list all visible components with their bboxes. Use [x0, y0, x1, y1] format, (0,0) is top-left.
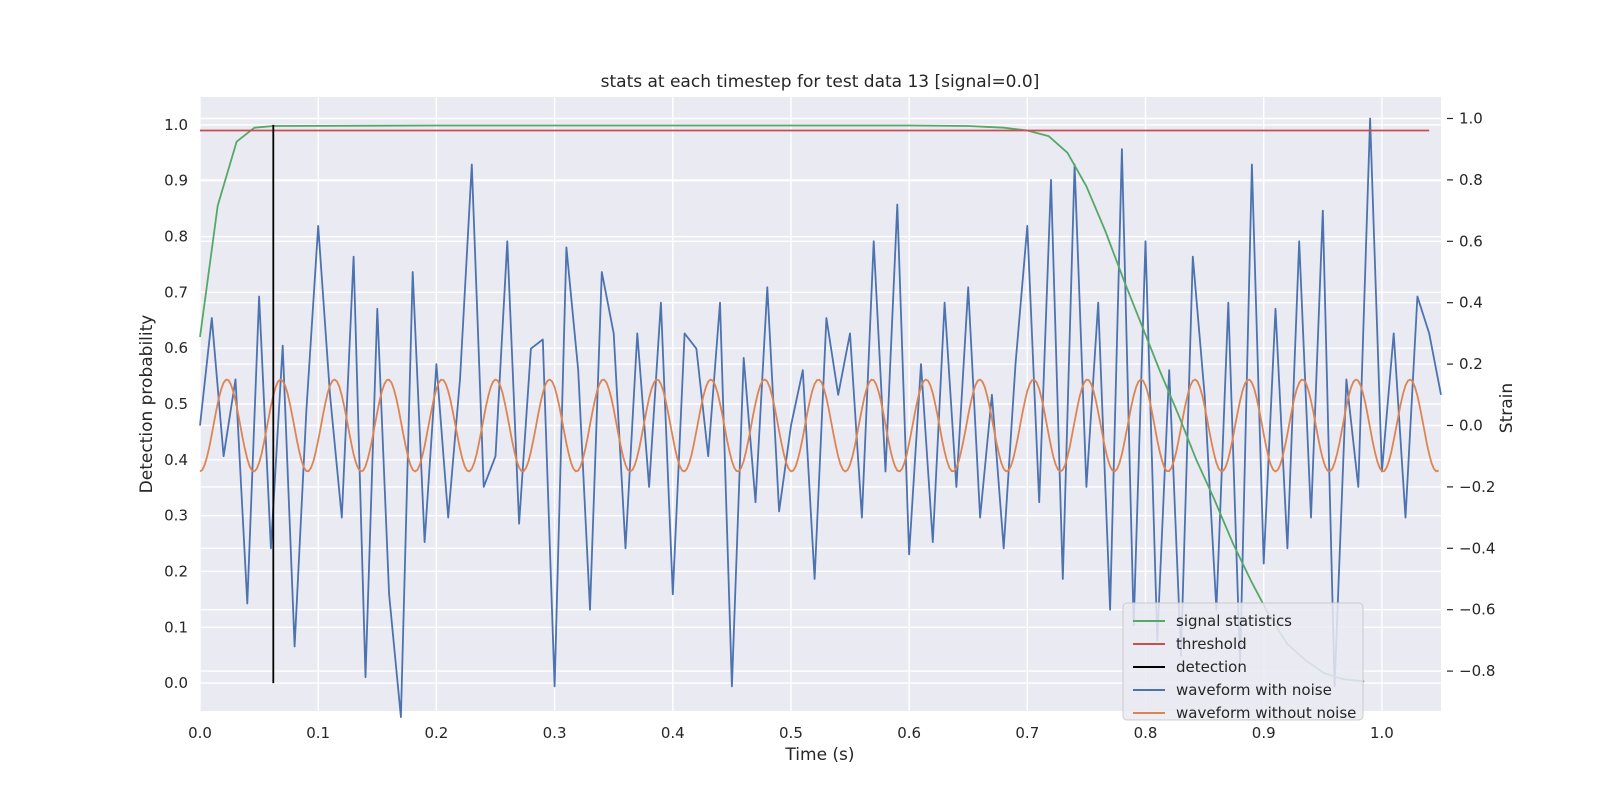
x-axis-label: Time (s) — [784, 745, 854, 765]
left-tick-label: 0.1 — [164, 618, 188, 636]
right-tick-label: 0.6 — [1459, 232, 1483, 250]
chart-title: stats at each timestep for test data 13 … — [601, 72, 1040, 92]
right-tick-label: −0.8 — [1459, 662, 1495, 680]
x-axis-ticks: 0.0 0.1 0.2 0.3 0.4 0.5 0.6 0.7 0.8 0.9 1.0 — [188, 724, 1394, 742]
x-tick-label: 0.1 — [306, 724, 330, 742]
left-tick-label: 0.6 — [164, 339, 188, 357]
left-tick-label: 0.7 — [164, 283, 188, 301]
legend-label: waveform without noise — [1176, 704, 1356, 722]
x-tick-label: 0.5 — [779, 724, 803, 742]
x-tick-label: 0.4 — [661, 724, 685, 742]
legend-label: waveform with noise — [1176, 681, 1332, 699]
right-tick-label: −0.2 — [1459, 478, 1495, 496]
x-tick-label: 0.9 — [1252, 724, 1276, 742]
left-tick-label: 0.9 — [164, 172, 188, 190]
right-tick-label: −0.4 — [1459, 539, 1495, 557]
x-tick-label: 0.2 — [424, 724, 448, 742]
left-tick-label: 0.0 — [164, 674, 188, 692]
left-tick-label: 0.2 — [164, 562, 188, 580]
right-y-axis-label: Strain — [1497, 383, 1517, 433]
legend-label: threshold — [1176, 635, 1247, 653]
right-tick-label: 0.8 — [1459, 171, 1483, 189]
right-tick-label: −0.6 — [1459, 601, 1495, 619]
right-tick-label: 0.0 — [1459, 416, 1483, 434]
left-tick-label: 1.0 — [164, 116, 188, 134]
x-tick-label: 1.0 — [1370, 724, 1394, 742]
right-axis-ticks: −0.8 −0.6 −0.4 −0.2 0.0 0.2 0.4 0.6 0.8 1.0 — [1447, 109, 1495, 680]
legend-label: signal statistics — [1176, 612, 1292, 630]
left-axis-ticks: 0.0 0.1 0.2 0.3 0.4 0.5 0.6 0.7 0.8 0.9 1.0 — [164, 116, 188, 692]
right-tick-label: 1.0 — [1459, 109, 1483, 127]
x-tick-label: 0.8 — [1134, 724, 1158, 742]
legend: signal statistics threshold detection wavef… — [1122, 602, 1364, 722]
left-tick-label: 0.3 — [164, 507, 188, 525]
series-line-waveform-with-noise — [199, 117, 1442, 718]
legend-box — [1122, 602, 1364, 721]
x-tick-label: 0.3 — [543, 724, 567, 742]
left-tick-label: 0.5 — [164, 395, 188, 413]
legend-label: detection — [1176, 658, 1247, 676]
x-tick-label: 0.6 — [897, 724, 921, 742]
left-tick-label: 0.8 — [164, 228, 188, 246]
series-line-waveform-without-noise — [199, 378, 1439, 473]
right-tick-label: 0.2 — [1459, 355, 1483, 373]
right-tick-label: 0.4 — [1459, 294, 1483, 312]
left-y-axis-label: Detection probability — [137, 315, 157, 494]
left-tick-label: 0.4 — [164, 451, 188, 469]
x-tick-label: 0.7 — [1015, 724, 1039, 742]
legend-items: signal statistics threshold detection wavef… — [1133, 612, 1356, 722]
x-tick-label: 0.0 — [188, 724, 212, 742]
